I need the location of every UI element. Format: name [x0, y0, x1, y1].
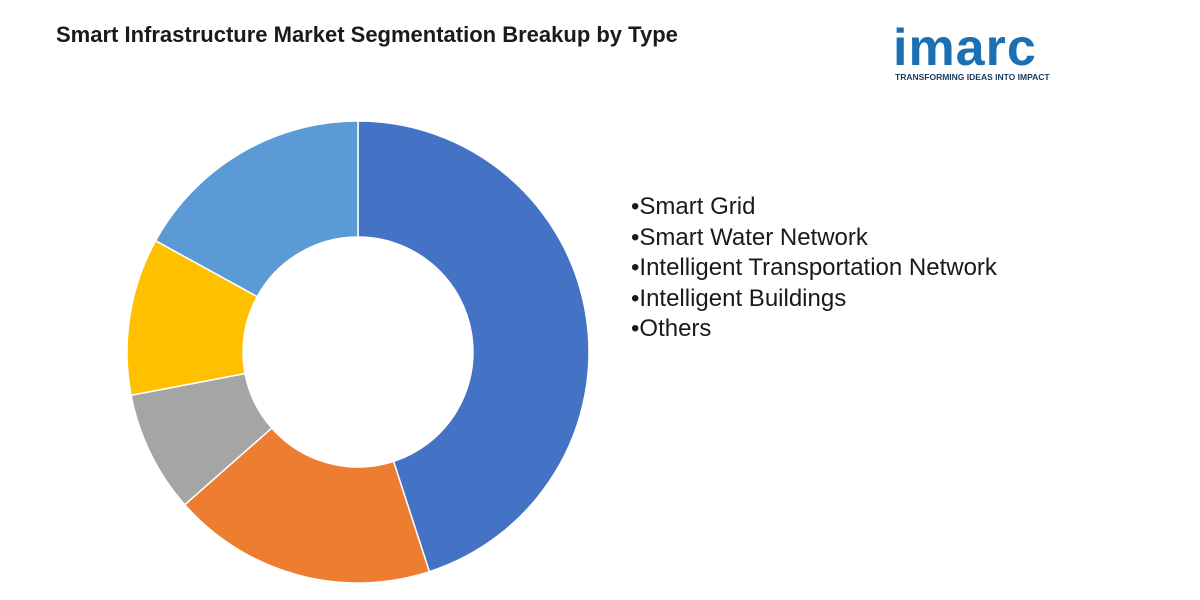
imarc-logo: imarc TRANSFORMING IDEAS INTO IMPACT	[893, 18, 1083, 88]
logo-tagline: TRANSFORMING IDEAS INTO IMPACT	[895, 72, 1050, 82]
chart-legend: •Smart Grid •Smart Water Network •Intellig…	[631, 192, 997, 345]
legend-item-intelligent-buildings: •Intelligent Buildings	[631, 284, 847, 312]
legend-item-smart-grid: •Smart Grid	[631, 193, 756, 220]
donut-slice-smart-water-network	[183, 426, 431, 584]
chart-title: Smart Infrastructure Market Segmentation…	[56, 22, 678, 47]
donut-slice-smart-grid	[357, 120, 590, 573]
legend-item-smart-water-network: •Smart Water Network	[631, 223, 868, 251]
logo-wordmark: imarc	[893, 19, 1037, 77]
legend-item-intelligent-transportation-network: •Intelligent Transportation Network	[631, 254, 997, 281]
donut-slice-others	[154, 120, 359, 298]
legend-item-others: •Others	[631, 315, 712, 342]
